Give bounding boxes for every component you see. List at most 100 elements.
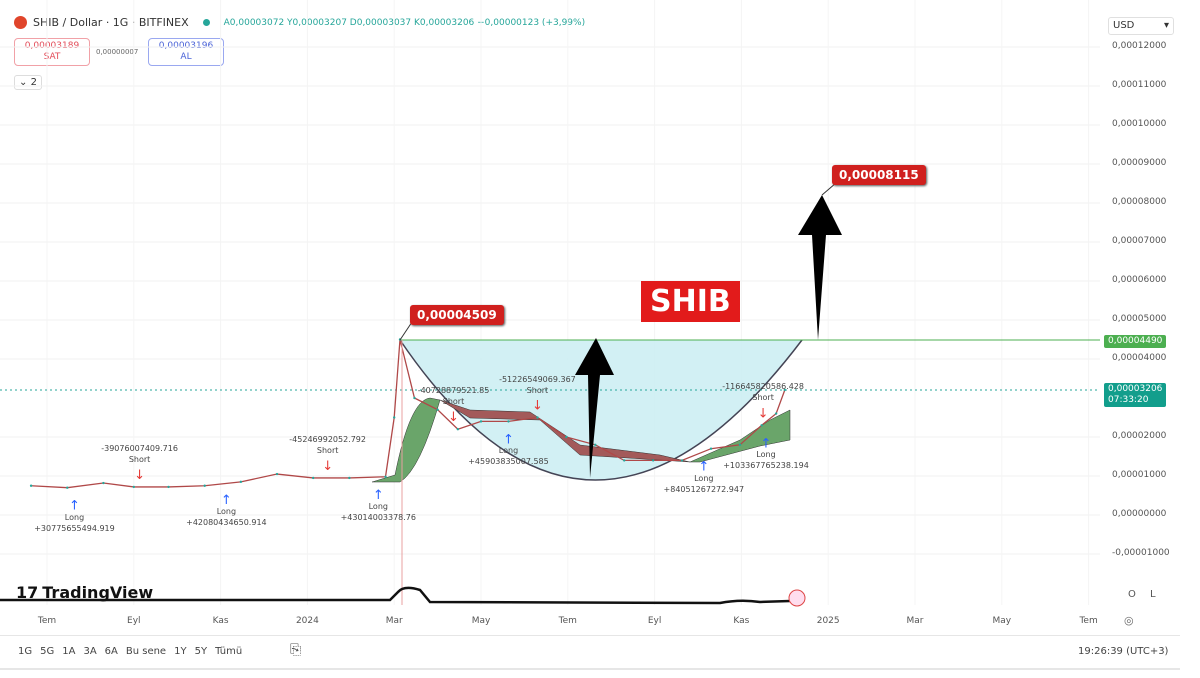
price-point [709, 447, 713, 450]
cloud-up [371, 397, 441, 483]
symbol-title[interactable]: SHIB / Dollar · 1G · BITFINEX [33, 16, 189, 29]
buy-price: 0,00003196 [158, 41, 214, 51]
price-point [651, 459, 655, 462]
y-tick-label: 0,00012000 [1112, 41, 1167, 51]
price-point [680, 459, 684, 462]
price-point [536, 416, 539, 419]
timeframe-button[interactable]: 5G [40, 646, 55, 657]
market-open-icon [202, 19, 210, 26]
label-pointer [399, 321, 413, 341]
x-tick-label: Tem [558, 616, 577, 626]
peak-price-label[interactable]: 0,00004509 [410, 305, 504, 325]
signal-label-short: -45246992052.792 Short [289, 434, 366, 455]
timeframe-button[interactable]: 1Y [174, 646, 187, 657]
signal-label-short: -40728879521.85 Short [417, 386, 490, 407]
calendar-range-icon[interactable]: ⎘ [290, 642, 302, 658]
price-point [413, 396, 416, 400]
timeframe-button[interactable]: 1G [18, 646, 33, 657]
tradingview-logo-icon: 𝟭𝟳 [16, 583, 39, 602]
y-tick-label: 0,00007000 [1112, 236, 1167, 246]
tradingview-logo[interactable]: 𝟭𝟳 TradingView [16, 583, 153, 602]
buy-button[interactable]: 0,00003196 AL [148, 38, 224, 66]
y-tick-label: 0,00006000 [1112, 275, 1167, 285]
timeframe-button[interactable]: 3A [83, 646, 97, 657]
timeframe-button[interactable]: Bu sene [125, 646, 167, 657]
price-point [565, 435, 568, 439]
log-scale-o-button[interactable]: O [1128, 589, 1136, 600]
y-tick-label: 0,00000000 [1112, 509, 1167, 519]
tradingview-logo-text: TradingView [42, 583, 154, 602]
price-point [275, 472, 279, 476]
timeframe-button[interactable]: 6A [104, 646, 118, 657]
x-tick-label: Kas [212, 616, 229, 626]
price-point [594, 443, 597, 446]
timeframe-button[interactable]: Tümü [215, 646, 243, 657]
sell-button[interactable]: 0,00003189 SAT [14, 38, 90, 66]
bar-countdown: 07:33:20 [1108, 395, 1149, 405]
long-arrow-icon: ↑ [373, 488, 384, 503]
x-tick-label: May [992, 616, 1012, 626]
price-point [760, 424, 763, 427]
x-tick-label: May [471, 616, 491, 626]
indicators-toggle[interactable]: ⌄ 2 [14, 75, 42, 90]
currency-select[interactable]: USD ▾ [1108, 17, 1174, 35]
chart-header: SHIB / Dollar · 1G · BITFINEX A0,0000307… [14, 16, 585, 29]
signal-label-long: Long +84051267272.947 [663, 473, 745, 494]
divider [0, 668, 1180, 670]
ohlc-values: A0,00003072 Y0,00003207 D0,00003037 K0,0… [223, 17, 586, 28]
settings-eye-icon[interactable]: ◎ [1124, 614, 1134, 627]
volume-ma-line [0, 586, 791, 605]
last-price-tag: 0,00003206 07:33:20 [1104, 383, 1167, 407]
buy-label: AL [180, 52, 192, 62]
signal-label-long: Long +42080434650.914 [186, 506, 267, 527]
short-arrow-icon: ↓ [322, 459, 333, 474]
x-tick-label: Tem [1079, 616, 1098, 626]
clock[interactable]: 19:26:39 (UTC+3) [1078, 646, 1169, 657]
signal-label-long: Long +45903835007.585 [468, 446, 549, 467]
y-tick-label: 0,00004000 [1112, 353, 1167, 363]
price-point [132, 485, 135, 489]
price-point [774, 412, 778, 415]
signal-label-short: -51226549069.367 Short [499, 374, 576, 395]
x-tick-label: Mar [906, 616, 924, 626]
currency-value: USD [1113, 20, 1135, 31]
price-point [167, 485, 170, 489]
sell-price: 0,00003189 [24, 41, 80, 51]
chevron-down-icon: ▾ [1163, 20, 1169, 31]
up-arrow-icon [575, 338, 614, 478]
x-tick-label: Eyl [647, 616, 662, 626]
target-price-label[interactable]: 0,00008115 [832, 165, 926, 185]
short-arrow-icon: ↓ [448, 410, 459, 425]
price-point [29, 484, 33, 487]
signal-label-long: Long +30775655494.919 [34, 512, 115, 533]
y-tick-label: 0,00010000 [1112, 119, 1167, 129]
log-scale-l-button[interactable]: L [1150, 589, 1156, 600]
long-arrow-icon: ↑ [69, 499, 80, 514]
price-point [479, 420, 483, 423]
timeframe-button[interactable]: 5Y [194, 646, 208, 657]
short-arrow-icon: ↓ [134, 468, 145, 483]
long-arrow-icon: ↑ [221, 493, 232, 508]
timeframe-button[interactable]: 1A [62, 646, 76, 657]
x-tick-label: 2024 [295, 616, 319, 626]
shib-title-label[interactable]: SHIB [641, 281, 740, 322]
signal-label-long: Long +43014003378.76 [340, 501, 416, 522]
price-point [783, 388, 786, 392]
short-arrow-icon: ↓ [758, 406, 769, 421]
price-point [348, 476, 351, 480]
price-point [311, 476, 315, 480]
signal-label-short: -116645820586.428 Short [722, 382, 804, 403]
long-arrow-icon: ↑ [761, 436, 772, 451]
price-point [66, 486, 69, 489]
indicators-count: 2 [30, 77, 37, 88]
short-arrow-icon: ↓ [532, 399, 543, 414]
current-bar-icon [788, 589, 806, 607]
timeframe-bar: 1G 5G 1A 3A 6A Bu sene 1Y 5Y Tümü [18, 646, 242, 657]
horizontal-line-price-tag: 0,00004490 [1104, 335, 1167, 348]
label-pointer [821, 182, 837, 196]
shib-logo-icon [14, 16, 27, 29]
y-tick-label: 0,00009000 [1112, 158, 1167, 168]
y-tick-label: 0,00005000 [1112, 314, 1167, 324]
up-arrow-icon [798, 195, 842, 340]
